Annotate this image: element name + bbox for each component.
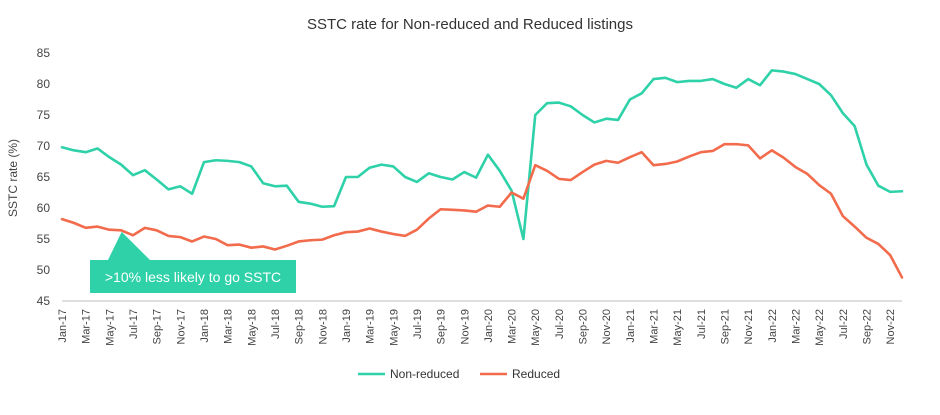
y-tick-label: 55 — [37, 232, 51, 246]
y-tick-label: 50 — [37, 263, 51, 277]
y-axis-ticks: 45 50 55 60 65 70 75 80 85 — [37, 46, 51, 308]
x-tick-label: Sep-22 — [862, 309, 874, 344]
y-tick-label: 65 — [37, 170, 51, 184]
x-tick-label: May-20 — [530, 309, 542, 346]
x-tick-label: Nov-18 — [317, 309, 329, 344]
legend-label-non-reduced: Non-reduced — [390, 367, 459, 381]
chart-title: SSTC rate for Non-reduced and Reduced li… — [307, 16, 633, 33]
x-tick-label: Jan-22 — [767, 309, 779, 343]
annotation-text: >10% less likely to go SSTC — [105, 269, 281, 285]
x-tick-label: Sep-18 — [294, 309, 306, 344]
y-tick-label: 60 — [37, 201, 51, 215]
annotation-shape — [90, 231, 296, 293]
x-tick-label: Jul-20 — [554, 309, 566, 339]
x-tick-label: Jan-20 — [483, 309, 495, 343]
x-tick-label: Sep-21 — [720, 309, 732, 344]
x-tick-label: Nov-20 — [601, 309, 613, 344]
x-tick-label: Jul-18 — [270, 309, 282, 339]
x-tick-label: Sep-20 — [578, 309, 590, 344]
y-tick-label: 45 — [37, 294, 51, 308]
x-tick-label: Jul-17 — [128, 309, 140, 339]
y-tick-label: 85 — [37, 46, 51, 60]
x-tick-label: Jan-21 — [625, 309, 637, 343]
x-tick-label: Jul-22 — [838, 309, 850, 339]
series-line-reduced — [60, 142, 904, 279]
x-tick-label: May-17 — [104, 309, 116, 346]
series-points-non-reduced — [61, 70, 903, 240]
legend-label-reduced: Reduced — [512, 367, 560, 381]
x-tick-label: Nov-19 — [459, 309, 471, 344]
x-tick-label: Mar-20 — [507, 309, 519, 344]
x-tick-label: Sep-19 — [436, 309, 448, 344]
x-tick-label: May-21 — [672, 309, 684, 346]
y-tick-label: 75 — [37, 108, 51, 122]
x-tick-label: Mar-19 — [365, 309, 377, 344]
x-axis-ticks: Jan-17 Mar-17 May-17 Jul-17 Sep-17 Nov-17 Jan-… — [57, 309, 897, 346]
series-layer — [60, 69, 904, 279]
x-tick-label: Jan-19 — [341, 309, 353, 343]
x-tick-label: Mar-22 — [791, 309, 803, 344]
series-points-reduced — [61, 144, 903, 278]
x-tick-label: Nov-17 — [175, 309, 187, 344]
x-tick-label: Mar-18 — [223, 309, 235, 344]
x-tick-label: May-22 — [814, 309, 826, 346]
x-tick-label: May-18 — [246, 309, 258, 346]
x-tick-label: Sep-17 — [152, 309, 164, 344]
x-tick-label: May-19 — [388, 309, 400, 346]
x-tick-label: Nov-22 — [885, 309, 897, 344]
x-tick-label: Jul-21 — [696, 309, 708, 339]
x-tick-label: Mar-17 — [81, 309, 93, 344]
y-tick-label: 80 — [37, 77, 51, 91]
x-tick-label: Jul-19 — [412, 309, 424, 339]
annotation-callout: >10% less likely to go SSTC — [90, 231, 296, 293]
x-tick-label: Jan-18 — [199, 309, 211, 343]
y-tick-label: 70 — [37, 139, 51, 153]
x-tick-label: Jan-17 — [57, 309, 69, 343]
series-line-non-reduced — [60, 69, 904, 241]
y-axis-label: SSTC rate (%) — [6, 139, 20, 217]
x-tick-label: Mar-21 — [649, 309, 661, 344]
x-tick-label: Nov-21 — [743, 309, 755, 344]
legend: Non-reduced Reduced — [358, 367, 560, 381]
